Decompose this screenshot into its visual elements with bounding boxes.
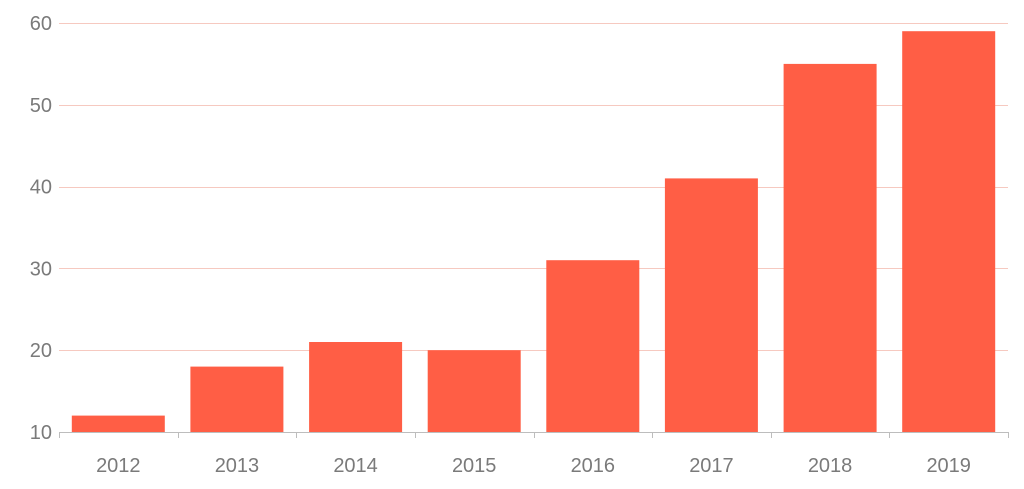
x-tick-label-2012: 2012 (96, 455, 141, 477)
x-tick-label-2017: 2017 (689, 455, 734, 477)
bar-2017 (664, 178, 758, 432)
x-tick-label-2014: 2014 (333, 455, 378, 477)
bar-2019 (902, 31, 996, 432)
bar-2013 (190, 366, 284, 432)
x-tick-label-2018: 2018 (808, 455, 853, 477)
x-tick-label-2016: 2016 (571, 455, 616, 477)
bar-2016 (546, 260, 640, 432)
bar-2012 (71, 415, 165, 432)
y-tick-label-60: 60 (30, 13, 52, 35)
y-tick-label-10: 10 (30, 422, 52, 444)
x-tick-marks (59, 432, 1009, 438)
x-tick-labels: 2012 2013 2014 2015 2016 2017 2018 2019 (96, 455, 971, 477)
y-tick-labels: 10 20 30 40 50 60 (30, 13, 52, 444)
x-tick-label-2013: 2013 (215, 455, 260, 477)
bar-2018 (783, 63, 877, 433)
y-tick-label-50: 50 (30, 95, 52, 117)
bars (71, 31, 996, 433)
y-tick-label-20: 20 (30, 340, 52, 362)
y-tick-label-40: 40 (30, 177, 52, 199)
bar-2014 (309, 342, 403, 432)
x-tick-label-2019: 2019 (926, 455, 971, 477)
bar-2015 (427, 350, 521, 432)
x-tick-label-2015: 2015 (452, 455, 497, 477)
y-tick-label-30: 30 (30, 258, 52, 280)
